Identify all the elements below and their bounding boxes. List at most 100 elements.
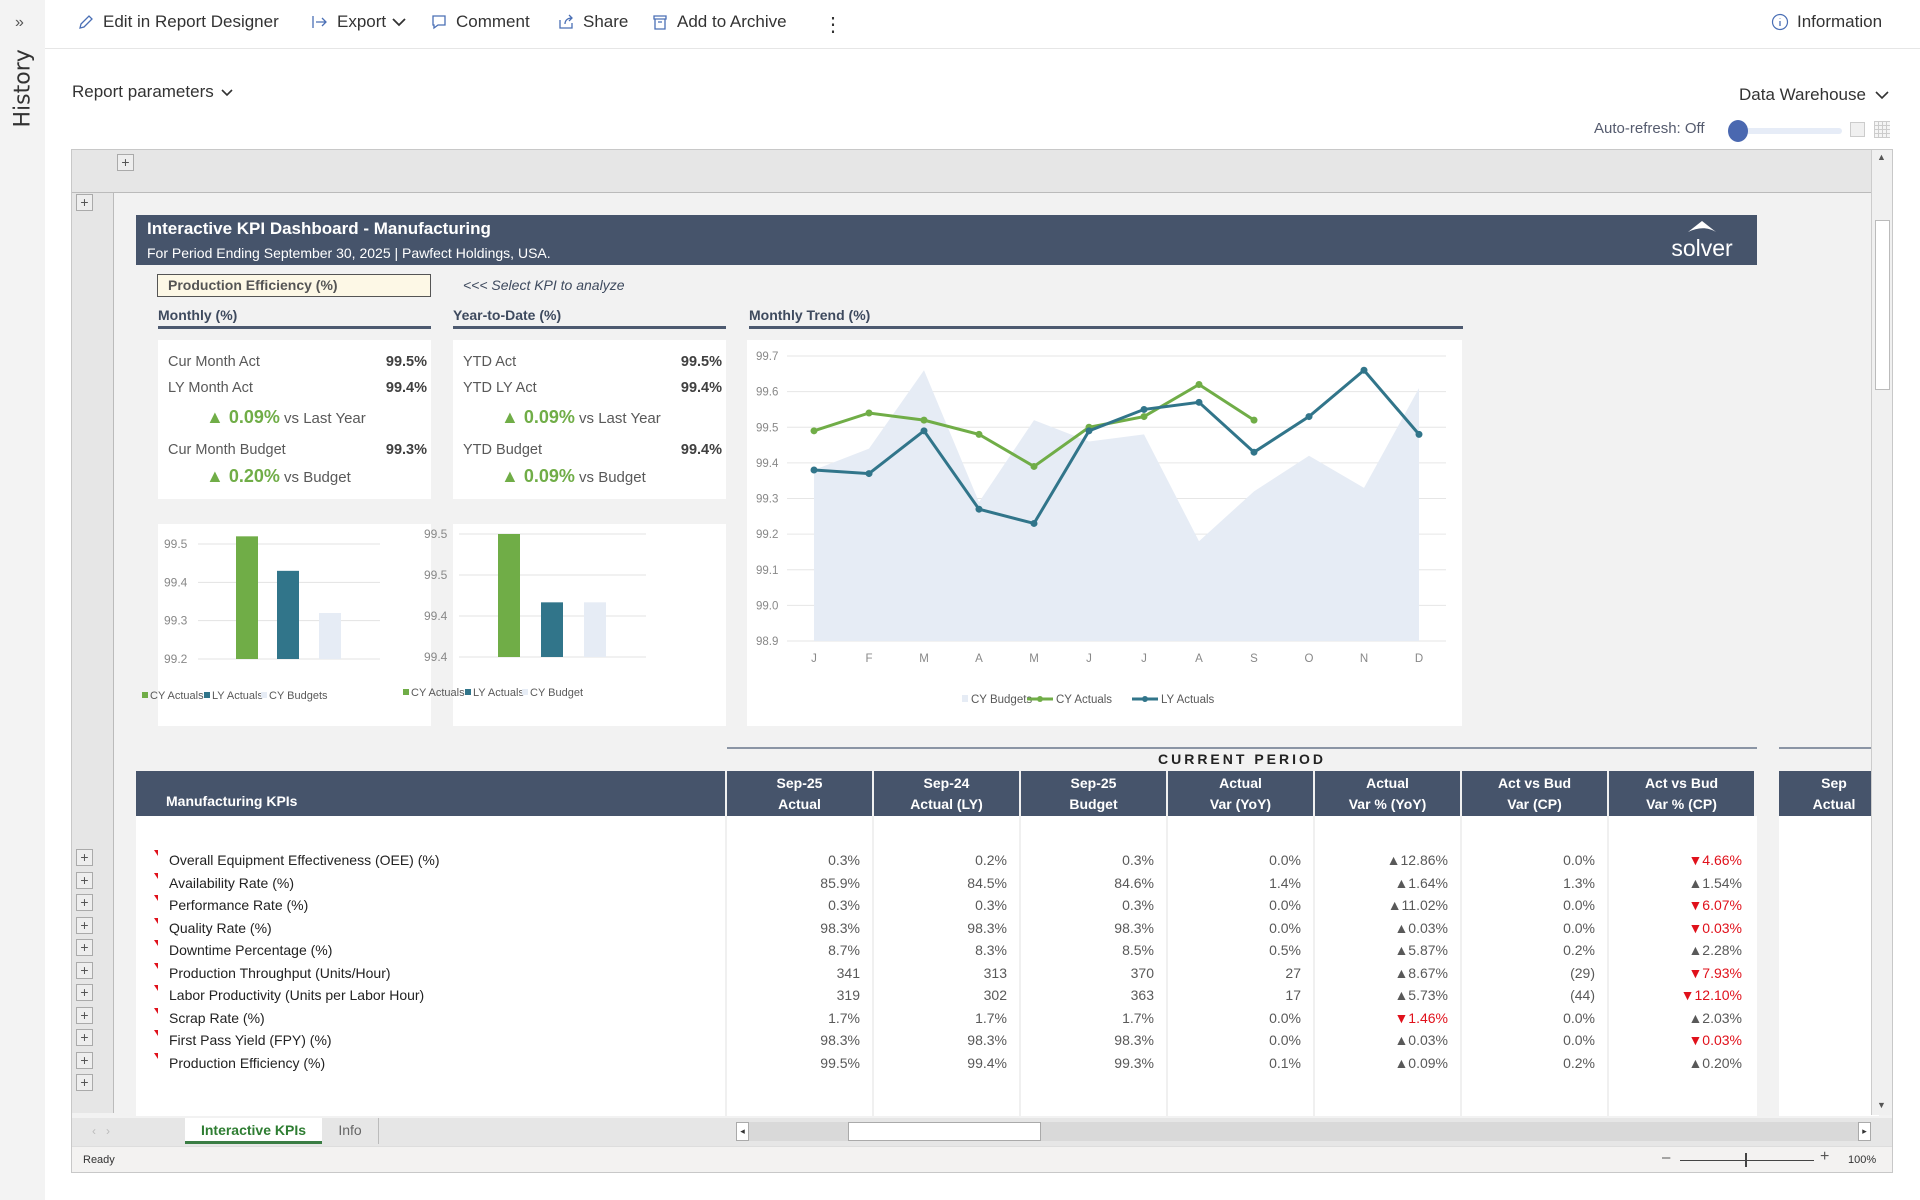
point-ly-actuals xyxy=(1085,427,1093,435)
kpi-name[interactable]: Quality Rate (%) xyxy=(169,919,272,936)
comment-indicator[interactable] xyxy=(154,1007,158,1014)
expand-row-button[interactable]: + xyxy=(76,916,93,934)
legend-swatch xyxy=(204,692,210,698)
expand-row-group-button[interactable]: + xyxy=(76,194,93,211)
comment-indicator[interactable] xyxy=(154,985,158,991)
kpi-name[interactable]: Scrap Rate (%) xyxy=(169,1009,265,1026)
auto-refresh-slider[interactable] xyxy=(1730,128,1842,134)
history-label[interactable]: History xyxy=(10,49,36,128)
export-button[interactable]: Export xyxy=(311,12,408,32)
comment-indicator[interactable] xyxy=(154,917,158,924)
kpi-column-header: Manufacturing KPIs xyxy=(136,771,725,816)
vs-budget-delta: ▲ 0.09% vs Budget xyxy=(501,466,646,487)
double-chevron-right-icon[interactable]: » xyxy=(15,14,24,31)
zoom-in-icon[interactable]: + xyxy=(1820,1148,1830,1165)
expand-row-button[interactable]: + xyxy=(76,1006,93,1024)
add-to-archive-button[interactable]: Add to Archive xyxy=(651,12,787,32)
x-tick-label: M xyxy=(1029,653,1039,665)
expand-row-button[interactable]: + xyxy=(76,1029,93,1046)
comment-indicator[interactable] xyxy=(154,895,158,901)
table-cell: ▼7.93% xyxy=(1688,964,1742,981)
column-header: Actual Var (YoY) xyxy=(1168,771,1313,816)
y-tick-label: 99.7 xyxy=(756,351,778,363)
point-ly-actuals xyxy=(1305,413,1313,421)
expand-column-group-button[interactable]: + xyxy=(117,154,134,171)
popout-icon[interactable] xyxy=(1850,122,1865,137)
horizontal-scroll-thumb[interactable] xyxy=(848,1122,1041,1141)
expand-row-button[interactable]: + xyxy=(76,1074,93,1091)
data-source-select[interactable]: Data Warehouse xyxy=(1739,85,1890,105)
kpi-name[interactable]: Production Efficiency (%) xyxy=(169,1054,326,1071)
comment-indicator[interactable] xyxy=(154,1052,158,1059)
comment-indicator[interactable] xyxy=(154,872,158,879)
kpi-name[interactable]: Labor Productivity (Units per Labor Hour… xyxy=(169,987,425,1003)
scroll-down-icon[interactable]: ▼ xyxy=(1877,1100,1886,1110)
legend-swatch xyxy=(403,689,409,695)
bar-ly-actuals xyxy=(277,570,299,659)
table-cell: 0.3% xyxy=(828,897,860,913)
table-row: Availability Rate (%) 85.9% 84.5% 84.6% 1.4%… xyxy=(136,872,1757,896)
table-cell: 98.3% xyxy=(967,1032,1007,1048)
kpi-name[interactable]: Performance Rate (%) xyxy=(169,897,309,913)
edit-in-report-designer-button[interactable]: Edit in Report Designer xyxy=(77,12,279,32)
kpi-name[interactable]: Production Throughput (Units/Hour) xyxy=(169,964,391,981)
table-row: First Pass Yield (FPY) (%) 98.3% 98.3% 98.3… xyxy=(136,1030,1757,1053)
expand-row-button[interactable]: + xyxy=(76,871,93,889)
expand-row-button[interactable]: + xyxy=(76,849,93,866)
archive-label: Add to Archive xyxy=(677,12,787,31)
export-icon xyxy=(312,16,327,28)
ytd-section-title: Year-to-Date (%) xyxy=(453,307,726,329)
kpi-selector[interactable]: Production Efficiency (%) xyxy=(157,274,431,297)
y-tick-label: 99.5 xyxy=(424,527,448,541)
kpi-name[interactable]: Availability Rate (%) xyxy=(169,874,295,891)
point-ly-actuals xyxy=(1030,519,1038,527)
expand-row-button[interactable]: + xyxy=(76,939,93,956)
table-cell: (29) xyxy=(1570,964,1595,981)
scroll-right-icon[interactable]: ▸ xyxy=(1858,1122,1871,1141)
header-line-1: Act vs Bud xyxy=(1497,775,1572,791)
expand-row-button[interactable]: + xyxy=(76,961,93,979)
comment-indicator[interactable] xyxy=(154,962,158,969)
comment-indicator[interactable] xyxy=(154,1030,158,1036)
y-tick-label: 99.2 xyxy=(164,652,188,666)
current-period-label: CURRENT PERIOD xyxy=(1157,751,1326,767)
auto-refresh-handle[interactable] xyxy=(1728,120,1748,142)
zoom-slider[interactable] xyxy=(1680,1160,1814,1161)
kpi-name[interactable]: Downtime Percentage (%) xyxy=(169,942,333,958)
chevron-down-icon xyxy=(221,89,233,97)
zoom-slider-handle[interactable] xyxy=(1745,1153,1747,1167)
table-cell: ▼0.03% xyxy=(1688,919,1742,936)
zoom-out-icon[interactable]: – xyxy=(1662,1149,1671,1166)
sheet-tab[interactable]: Interactive KPIs xyxy=(185,1118,322,1144)
comment-button[interactable]: Comment xyxy=(430,12,530,32)
more-vertical-icon[interactable]: ⋮ xyxy=(823,14,843,36)
report-parameters-toggle[interactable]: Report parameters xyxy=(72,82,234,102)
kpi-name[interactable]: First Pass Yield (FPY) (%) xyxy=(169,1032,332,1048)
expand-row-button[interactable]: + xyxy=(76,1051,93,1069)
expand-row-button[interactable]: + xyxy=(76,894,93,911)
bar-cy-budgets xyxy=(319,613,341,659)
table-cell: 85.9% xyxy=(820,874,860,891)
kpi-name[interactable]: Overall Equipment Effectiveness (OEE) (%… xyxy=(169,852,440,868)
history-sidebar[interactable]: » History xyxy=(0,0,45,1200)
header-line-1: Sep xyxy=(1821,775,1847,791)
sheet-tab[interactable]: Info xyxy=(322,1118,379,1144)
table-cell: 0.0% xyxy=(1563,852,1595,868)
vertical-scrollbar[interactable]: ▲ ▼ xyxy=(1871,150,1892,1115)
grid-view-icon[interactable] xyxy=(1874,121,1890,138)
scroll-up-icon[interactable]: ▲ xyxy=(1877,152,1886,162)
horizontal-scrollbar[interactable]: ◂ ▸ xyxy=(736,1122,1871,1141)
x-tick-label: J xyxy=(811,653,817,665)
status-bar: Ready – + 100% xyxy=(72,1146,1892,1172)
table-cell: (44) xyxy=(1570,987,1595,1003)
tab-scroll-icons[interactable]: ‹ › xyxy=(92,1124,110,1138)
header-line-2: Budget xyxy=(1069,796,1118,812)
comment-indicator[interactable] xyxy=(154,850,158,856)
scroll-left-icon[interactable]: ◂ xyxy=(736,1122,749,1141)
vertical-scroll-thumb[interactable] xyxy=(1875,220,1890,390)
comment-indicator[interactable] xyxy=(154,940,158,946)
spreadsheet-viewer: + + + + + + + + + + + + + Interactive KPI Dashboar… xyxy=(71,149,1893,1173)
information-button[interactable]: Information xyxy=(1771,12,1882,32)
expand-row-button[interactable]: + xyxy=(76,984,93,1001)
share-button[interactable]: Share xyxy=(557,12,628,32)
